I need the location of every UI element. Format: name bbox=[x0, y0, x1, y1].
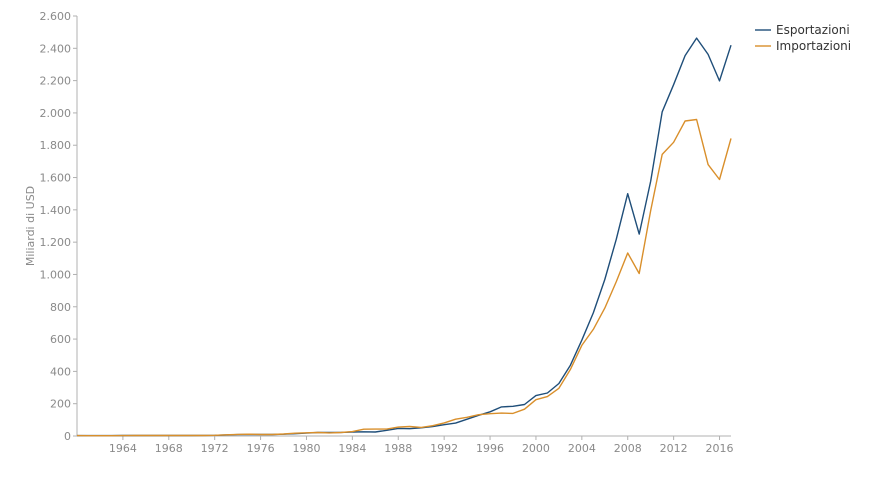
y-tick-label: 2.600 bbox=[40, 10, 72, 23]
y-tick-label: 600 bbox=[50, 333, 71, 346]
x-tick-label: 1984 bbox=[338, 442, 366, 455]
x-tick-label: 1988 bbox=[384, 442, 412, 455]
y-tick-label: 2.200 bbox=[40, 75, 72, 88]
legend-label: Esportazioni bbox=[776, 23, 850, 37]
x-tick-label: 1972 bbox=[201, 442, 229, 455]
y-axis-ticks: 0 200 400 600 800 1.000 1.200 1.400 1.600 1.800 2.… bbox=[40, 10, 77, 443]
y-tick-label: 0 bbox=[64, 430, 71, 443]
legend: Esportazioni Importazioni bbox=[755, 23, 851, 53]
y-tick-label: 400 bbox=[50, 365, 71, 378]
series-layer bbox=[76, 37, 732, 437]
y-tick-label: 2.000 bbox=[40, 107, 72, 120]
x-tick-label: 2004 bbox=[568, 442, 596, 455]
x-tick-label: 1976 bbox=[247, 442, 275, 455]
x-tick-label: 1980 bbox=[292, 442, 320, 455]
y-tick-label: 1.800 bbox=[40, 139, 72, 152]
series-line-importazioni bbox=[76, 118, 732, 437]
series-line-esportazioni bbox=[77, 37, 732, 437]
y-tick-label: 1.400 bbox=[40, 204, 72, 217]
x-axis-ticks: 1964 1968 1972 1976 1980 1984 1988 1992 1996 2000… bbox=[109, 436, 734, 455]
x-tick-label: 1968 bbox=[155, 442, 183, 455]
x-tick-label: 1992 bbox=[430, 442, 458, 455]
y-axis-label: Miliardi di USD bbox=[24, 186, 37, 266]
legend-label: Importazioni bbox=[776, 39, 851, 53]
y-tick-label: 1.200 bbox=[40, 236, 72, 249]
y-tick-label: 2.400 bbox=[40, 42, 72, 55]
x-tick-label: 2012 bbox=[660, 442, 688, 455]
y-tick-label: 800 bbox=[50, 301, 71, 314]
x-tick-label: 1964 bbox=[109, 442, 137, 455]
y-tick-label: 1.600 bbox=[40, 172, 72, 185]
x-tick-label: 1996 bbox=[476, 442, 504, 455]
x-tick-label: 2016 bbox=[706, 442, 734, 455]
y-tick-label: 200 bbox=[50, 398, 71, 411]
x-tick-label: 2000 bbox=[522, 442, 550, 455]
x-tick-label: 2008 bbox=[614, 442, 642, 455]
y-tick-label: 1.000 bbox=[40, 268, 72, 281]
